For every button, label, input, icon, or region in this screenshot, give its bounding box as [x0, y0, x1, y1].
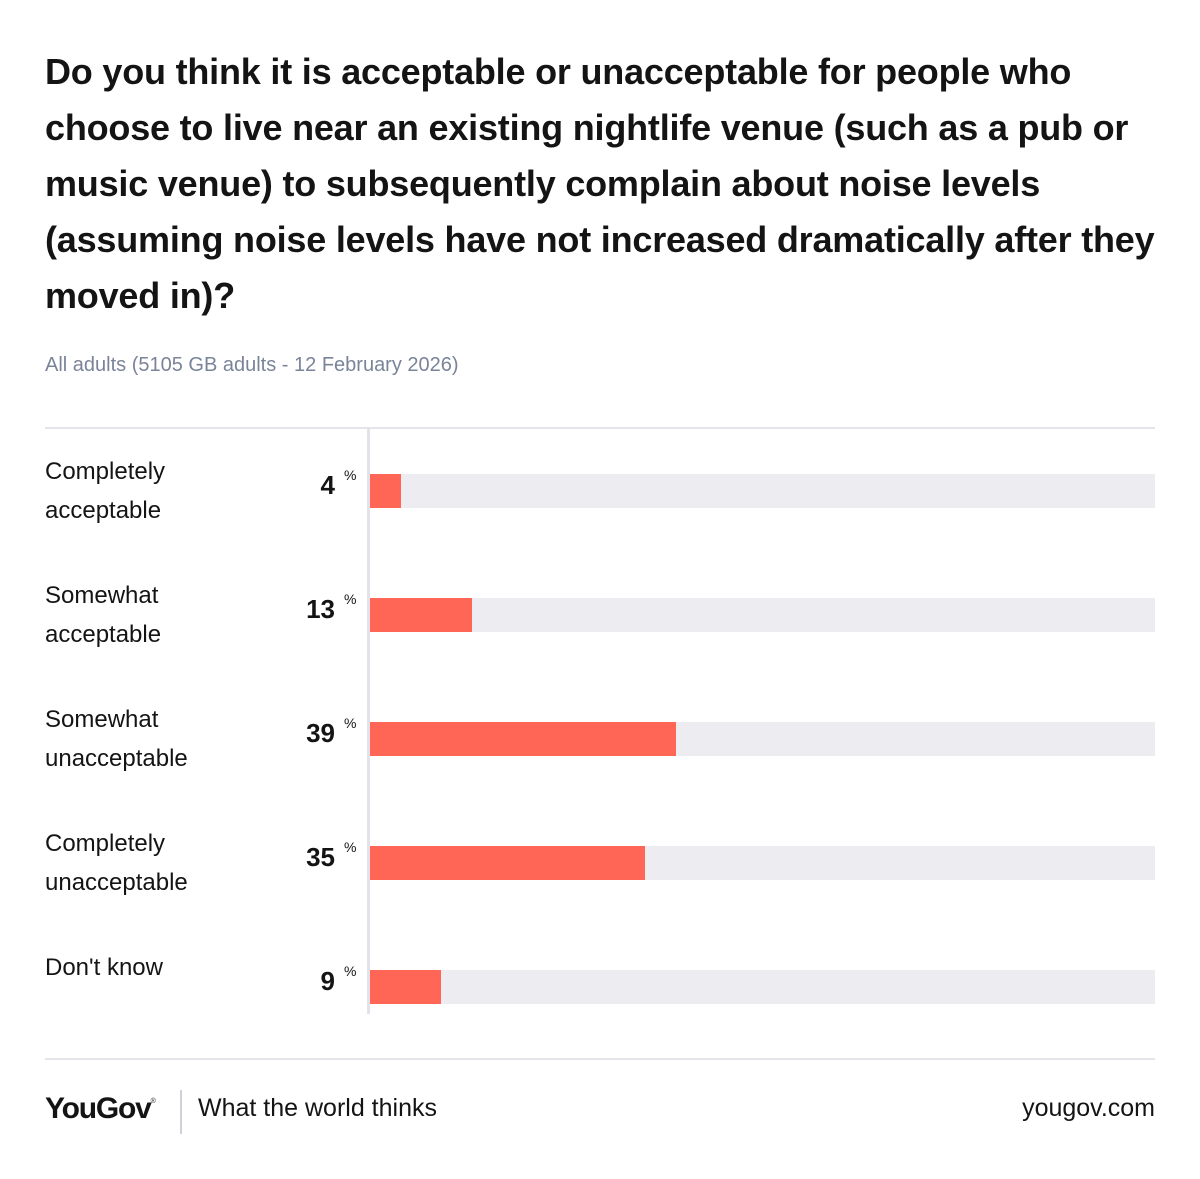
percent-sign: % — [344, 467, 357, 483]
footer-divider — [180, 1090, 182, 1134]
bar-row: Completely acceptable 4% — [0, 452, 1200, 542]
category-label: Completely unacceptable — [45, 824, 275, 902]
data-label: 39 — [306, 718, 335, 748]
data-label: 35 — [306, 842, 335, 872]
category-label-line: Somewhat — [45, 706, 159, 733]
bar — [370, 474, 401, 508]
percent-sign: % — [344, 591, 357, 607]
chart-subtitle: All adults (5105 GB adults - 12 February… — [45, 354, 459, 376]
category-label: Don't know — [45, 948, 275, 987]
category-label-line: Completely — [45, 830, 166, 857]
bar-track — [370, 722, 1155, 756]
bar — [370, 970, 441, 1004]
category-label-line: Completely — [45, 458, 166, 485]
bar-row: Somewhat acceptable 13% — [0, 576, 1200, 666]
category-label-line: Somewhat — [45, 582, 159, 609]
percent-sign: % — [344, 963, 357, 979]
percent-sign: % — [344, 839, 357, 855]
footer-tagline: What the world thinks — [198, 1094, 437, 1122]
bar-track — [370, 970, 1155, 1004]
data-label: 4 — [320, 470, 335, 500]
bar-track — [370, 474, 1155, 508]
category-label-line: Don't know — [45, 954, 163, 981]
bar — [370, 722, 676, 756]
bar — [370, 846, 645, 880]
category-label: Completely acceptable — [45, 452, 275, 530]
bar-row: Somewhat unacceptable 39% — [0, 700, 1200, 790]
category-label: Somewhat unacceptable — [45, 700, 275, 778]
bar-track — [370, 846, 1155, 880]
yougov-logo[interactable]: YouGov® — [45, 1092, 156, 1125]
top-divider — [45, 427, 1155, 429]
category-label-line: unacceptable — [45, 745, 188, 772]
bar-row: Don't know 9% — [0, 948, 1200, 1038]
bar-track — [370, 598, 1155, 632]
bottom-divider — [45, 1058, 1155, 1060]
category-label-line: unacceptable — [45, 869, 188, 896]
category-label: Somewhat acceptable — [45, 576, 275, 654]
footer-site-link[interactable]: yougov.com — [1022, 1094, 1155, 1122]
data-label: 13 — [306, 594, 335, 624]
bar — [370, 598, 472, 632]
data-label: 9 — [320, 966, 335, 996]
chart-title: Do you think it is acceptable or unaccep… — [45, 51, 1155, 316]
category-label-line: acceptable — [45, 497, 162, 524]
baseline-axis — [367, 429, 370, 1014]
percent-sign: % — [344, 715, 357, 731]
bar-row: Completely unacceptable 35% — [0, 824, 1200, 914]
category-label-line: acceptable — [45, 621, 162, 648]
